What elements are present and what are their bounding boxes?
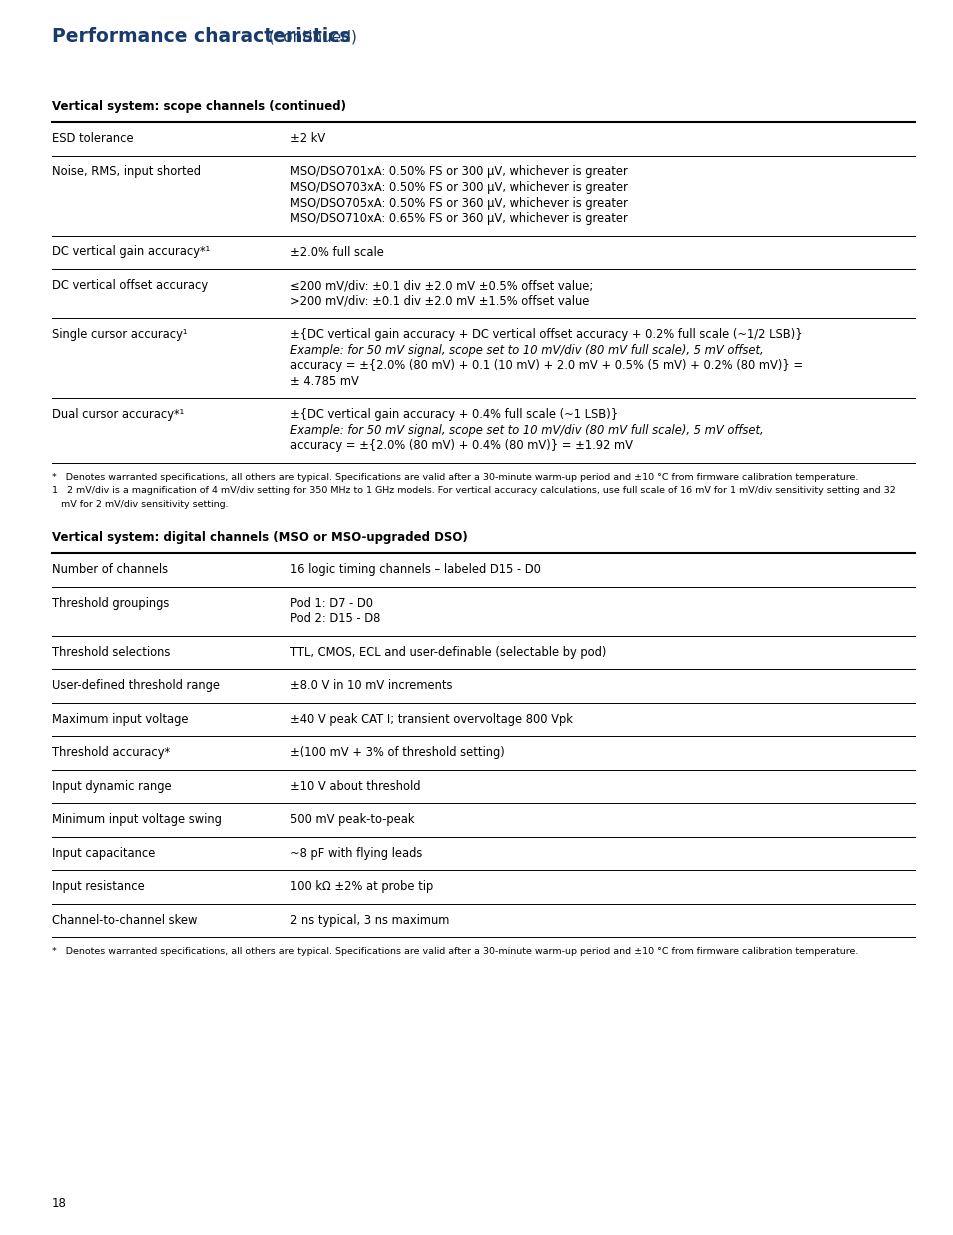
Text: mV for 2 mV/div sensitivity setting.: mV for 2 mV/div sensitivity setting. — [52, 499, 229, 509]
Text: Threshold selections: Threshold selections — [52, 646, 171, 658]
Text: 500 mV peak-to-peak: 500 mV peak-to-peak — [290, 813, 414, 826]
Text: Input capacitance: Input capacitance — [52, 846, 155, 860]
Text: Threshold accuracy*: Threshold accuracy* — [52, 746, 170, 760]
Text: ±{DC vertical gain accuracy + DC vertical offset accuracy + 0.2% full scale (~1/: ±{DC vertical gain accuracy + DC vertica… — [290, 329, 801, 341]
Text: Single cursor accuracy¹: Single cursor accuracy¹ — [52, 329, 187, 341]
Text: ±{DC vertical gain accuracy + 0.4% full scale (~1 LSB)}: ±{DC vertical gain accuracy + 0.4% full … — [290, 408, 618, 421]
Text: MSO/DSO710xA: 0.65% FS or 360 μV, whichever is greater: MSO/DSO710xA: 0.65% FS or 360 μV, whiche… — [290, 212, 627, 225]
Text: Threshold groupings: Threshold groupings — [52, 597, 170, 610]
Text: *   Denotes warranted specifications, all others are typical. Specifications are: * Denotes warranted specifications, all … — [52, 947, 858, 956]
Text: Example: for 50 mV signal, scope set to 10 mV/div (80 mV full scale), 5 mV offse: Example: for 50 mV signal, scope set to … — [290, 424, 762, 436]
Text: Input resistance: Input resistance — [52, 881, 145, 893]
Text: DC vertical offset accuracy: DC vertical offset accuracy — [52, 279, 208, 291]
Text: Minimum input voltage swing: Minimum input voltage swing — [52, 813, 222, 826]
Text: >200 mV/div: ±0.1 div ±2.0 mV ±1.5% offset value: >200 mV/div: ±0.1 div ±2.0 mV ±1.5% offs… — [290, 294, 589, 308]
Text: Pod 2: D15 - D8: Pod 2: D15 - D8 — [290, 613, 380, 625]
Text: ≤200 mV/div: ±0.1 div ±2.0 mV ±0.5% offset value;: ≤200 mV/div: ±0.1 div ±2.0 mV ±0.5% offs… — [290, 279, 593, 291]
Text: accuracy = ±{2.0% (80 mV) + 0.1 (10 mV) + 2.0 mV + 0.5% (5 mV) + 0.2% (80 mV)} =: accuracy = ±{2.0% (80 mV) + 0.1 (10 mV) … — [290, 359, 802, 372]
Text: ESD tolerance: ESD tolerance — [52, 132, 133, 144]
Text: TTL, CMOS, ECL and user-definable (selectable by pod): TTL, CMOS, ECL and user-definable (selec… — [290, 646, 606, 658]
Text: Channel-to-channel skew: Channel-to-channel skew — [52, 914, 197, 926]
Text: ±8.0 V in 10 mV increments: ±8.0 V in 10 mV increments — [290, 679, 452, 692]
Text: Noise, RMS, input shorted: Noise, RMS, input shorted — [52, 165, 201, 179]
Text: Dual cursor accuracy*¹: Dual cursor accuracy*¹ — [52, 408, 184, 421]
Text: Vertical system: scope channels (continued): Vertical system: scope channels (continu… — [52, 100, 346, 112]
Text: 2 ns typical, 3 ns maximum: 2 ns typical, 3 ns maximum — [290, 914, 449, 926]
Text: MSO/DSO703xA: 0.50% FS or 300 μV, whichever is greater: MSO/DSO703xA: 0.50% FS or 300 μV, whiche… — [290, 182, 627, 194]
Text: ±(100 mV + 3% of threshold setting): ±(100 mV + 3% of threshold setting) — [290, 746, 504, 760]
Text: ±2.0% full scale: ±2.0% full scale — [290, 246, 383, 258]
Text: ±10 V about threshold: ±10 V about threshold — [290, 779, 420, 793]
Text: 1   2 mV/div is a magnification of 4 mV/div setting for 350 MHz to 1 GHz models.: 1 2 mV/div is a magnification of 4 mV/di… — [52, 487, 895, 495]
Text: 18: 18 — [52, 1197, 67, 1210]
Text: Vertical system: digital channels (MSO or MSO-upgraded DSO): Vertical system: digital channels (MSO o… — [52, 531, 467, 543]
Text: Number of channels: Number of channels — [52, 563, 168, 576]
Text: ± 4.785 mV: ± 4.785 mV — [290, 374, 358, 388]
Text: (continued): (continued) — [264, 30, 356, 44]
Text: Maximum input voltage: Maximum input voltage — [52, 713, 189, 725]
Text: User-defined threshold range: User-defined threshold range — [52, 679, 220, 692]
Text: 100 kΩ ±2% at probe tip: 100 kΩ ±2% at probe tip — [290, 881, 433, 893]
Text: MSO/DSO701xA: 0.50% FS or 300 μV, whichever is greater: MSO/DSO701xA: 0.50% FS or 300 μV, whiche… — [290, 165, 627, 179]
Text: ±40 V peak CAT I; transient overvoltage 800 Vpk: ±40 V peak CAT I; transient overvoltage … — [290, 713, 572, 725]
Text: Performance characteristics: Performance characteristics — [52, 27, 350, 46]
Text: accuracy = ±{2.0% (80 mV) + 0.4% (80 mV)} = ±1.92 mV: accuracy = ±{2.0% (80 mV) + 0.4% (80 mV)… — [290, 438, 633, 452]
Text: 16 logic timing channels – labeled D15 - D0: 16 logic timing channels – labeled D15 -… — [290, 563, 540, 576]
Text: MSO/DSO705xA: 0.50% FS or 360 μV, whichever is greater: MSO/DSO705xA: 0.50% FS or 360 μV, whiche… — [290, 196, 627, 210]
Text: *   Denotes warranted specifications, all others are typical. Specifications are: * Denotes warranted specifications, all … — [52, 473, 858, 482]
Text: ~8 pF with flying leads: ~8 pF with flying leads — [290, 846, 422, 860]
Text: DC vertical gain accuracy*¹: DC vertical gain accuracy*¹ — [52, 246, 210, 258]
Text: ±2 kV: ±2 kV — [290, 132, 325, 144]
Text: Input dynamic range: Input dynamic range — [52, 779, 172, 793]
Text: Example: for 50 mV signal, scope set to 10 mV/div (80 mV full scale), 5 mV offse: Example: for 50 mV signal, scope set to … — [290, 343, 762, 357]
Text: Pod 1: D7 - D0: Pod 1: D7 - D0 — [290, 597, 373, 610]
